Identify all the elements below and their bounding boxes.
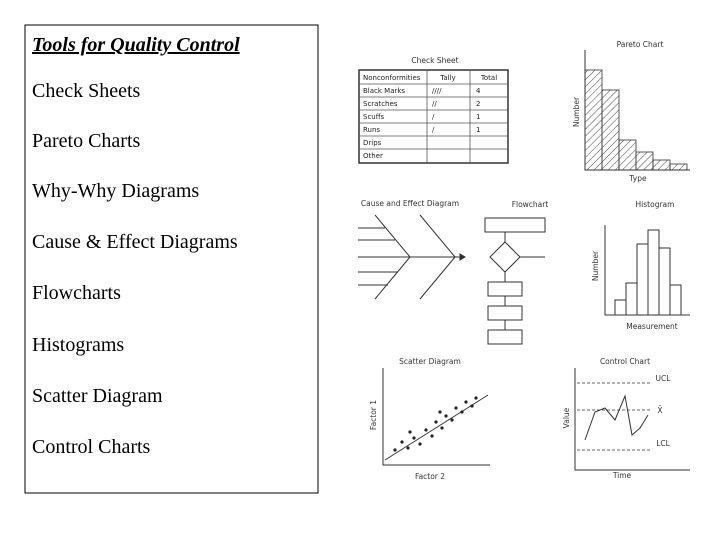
limit-label: X̄: [657, 406, 662, 415]
slide-title: Tools for Quality Control: [32, 34, 240, 56]
table-grid: [359, 70, 508, 163]
table-cell: Other: [363, 152, 383, 160]
figure-title: Check Sheet: [411, 56, 458, 65]
table-cell: 1: [476, 126, 480, 134]
list-item: Control Charts: [32, 436, 151, 458]
table-header: Tally: [439, 74, 455, 82]
limit-label: UCL: [656, 374, 672, 383]
table-cell: 4: [476, 87, 481, 95]
axis-label: Number: [591, 250, 600, 281]
table-cell: 2: [476, 100, 480, 108]
axis-label: Type: [628, 174, 647, 183]
list-item: Histograms: [32, 334, 124, 356]
axis-label: Time: [612, 471, 632, 480]
control-chart: Control Chart UCL X̄ LCL Value Time: [562, 357, 690, 480]
check-sheet: Check Sheet Nonconformities Tally Total …: [358, 56, 509, 164]
scatter-diagram: Scatter Diagram Factor 1 Factor 2: [369, 357, 490, 481]
axis-label: Factor 2: [415, 472, 445, 481]
table-cell: //: [432, 100, 437, 108]
pareto-bars: [584, 69, 688, 171]
table-header: Total: [480, 74, 497, 82]
table-cell: ////: [432, 87, 442, 95]
axis-label: Number: [572, 96, 581, 127]
axis-label: Measurement: [626, 322, 678, 331]
figure-title: Pareto Chart: [617, 40, 664, 49]
flow-shapes: [484, 217, 546, 345]
table-cell: Scratches: [363, 100, 398, 108]
axes: [382, 368, 490, 466]
table-cell: Drips: [363, 139, 382, 147]
axis-label: Value: [562, 407, 571, 428]
table-border: [358, 69, 509, 164]
figure-title: Cause and Effect Diagram: [361, 199, 459, 208]
list-item: Flowcharts: [32, 282, 121, 304]
axis-label: Factor 1: [369, 400, 378, 430]
fishbone: [358, 214, 466, 300]
table-cell: Black Marks: [363, 87, 405, 95]
list-item: Check Sheets: [32, 80, 141, 102]
process-line: [584, 394, 649, 441]
figure-title: Scatter Diagram: [399, 357, 461, 366]
pareto-chart: Pareto Chart Number Type: [572, 40, 690, 183]
table-cell: /: [432, 113, 435, 121]
histogram: Histogram Number Measurement: [591, 200, 690, 331]
list-item: Why-Why Diagrams: [32, 180, 199, 202]
axes: [574, 368, 690, 471]
figure-title: Control Chart: [600, 357, 650, 366]
table-cell: Runs: [363, 126, 380, 134]
scatter-dots: [393, 396, 478, 452]
cause-effect-diagram: Cause and Effect Diagram: [358, 199, 466, 300]
limit-label: LCL: [656, 439, 670, 448]
figure-title: Histogram: [636, 200, 675, 209]
histogram-bars: [614, 229, 682, 316]
list-item: Cause & Effect Diagrams: [32, 231, 238, 253]
figure-title: Flowchart: [512, 200, 549, 209]
table-cell: Scuffs: [363, 113, 385, 121]
table-cell: 1: [476, 113, 480, 121]
text-box: [24, 24, 319, 494]
control-limits: [577, 382, 650, 451]
list-item: Pareto Charts: [32, 130, 141, 152]
flowchart: Flowchart: [484, 200, 549, 345]
table-cell: /: [432, 126, 435, 134]
list-item: Scatter Diagram: [32, 385, 163, 407]
table-header: Nonconformities: [363, 74, 421, 82]
